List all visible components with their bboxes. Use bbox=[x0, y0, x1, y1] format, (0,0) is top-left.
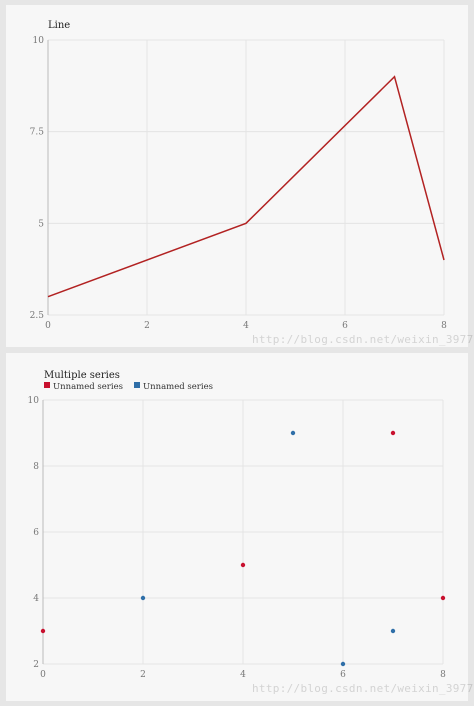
x-tick-label: 4 bbox=[243, 321, 249, 331]
x-tick-label: 0 bbox=[45, 321, 51, 331]
y-tick-label: 4 bbox=[33, 594, 39, 604]
legend-swatch bbox=[44, 382, 50, 388]
x-tick-label: 4 bbox=[240, 670, 246, 680]
y-tick-label: 7.5 bbox=[30, 128, 45, 138]
x-tick-label: 0 bbox=[40, 670, 46, 680]
chart-title: Multiple series bbox=[44, 370, 120, 381]
scatter-point bbox=[240, 562, 246, 568]
chart-title: Line bbox=[48, 20, 70, 31]
scatter-point bbox=[290, 430, 296, 436]
line-chart-panel: Line 0 2 4 6 8 2.5 5 7.5 10 http://blog.csdn.net/… bbox=[6, 5, 474, 347]
x-tick-label: 6 bbox=[340, 670, 346, 680]
series-line bbox=[47, 75, 445, 298]
y-tick-label: 5 bbox=[38, 219, 44, 229]
y-tick-label: 2 bbox=[33, 660, 39, 670]
x-tick-label: 2 bbox=[140, 670, 146, 680]
x-tick-label: 8 bbox=[440, 670, 446, 680]
scatter-point bbox=[390, 430, 396, 436]
legend-swatch bbox=[134, 382, 140, 388]
y-tick-label: 10 bbox=[33, 36, 45, 46]
y-tick-label: 2.5 bbox=[30, 311, 45, 321]
line-chart: Line 0 2 4 6 8 2.5 5 7.5 10 bbox=[30, 20, 447, 331]
scatter-point bbox=[340, 661, 346, 667]
scatter-point bbox=[40, 628, 46, 634]
x-tick-label: 8 bbox=[441, 321, 447, 331]
y-tick-label: 6 bbox=[33, 528, 39, 538]
x-tick-label: 6 bbox=[342, 321, 348, 331]
scatter-point bbox=[140, 595, 146, 601]
scatter-point bbox=[440, 595, 446, 601]
y-tick-label: 8 bbox=[33, 462, 39, 472]
watermark-text: http://blog.csdn.net/weixin_39777626 bbox=[252, 682, 474, 695]
scatter-point bbox=[390, 628, 396, 634]
scatter-chart-panel: Multiple series Unnamed series Unnamed ser… bbox=[6, 353, 474, 701]
x-tick-label: 2 bbox=[144, 321, 150, 331]
legend-label: Unnamed series bbox=[143, 382, 213, 392]
watermark-text: http://blog.csdn.net/weixin_39777626 bbox=[252, 333, 474, 346]
legend-label: Unnamed series bbox=[53, 382, 123, 392]
y-tick-label: 10 bbox=[28, 396, 40, 406]
